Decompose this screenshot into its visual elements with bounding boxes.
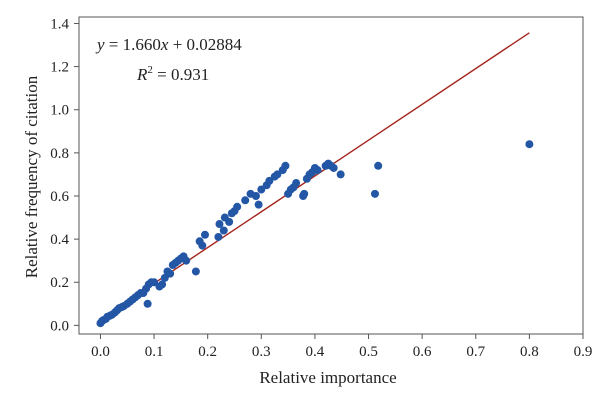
y-tick-label: 0.6	[50, 189, 69, 205]
y-tick-label: 1.2	[50, 60, 69, 76]
x-tick-label: 0.1	[145, 344, 164, 360]
equation-slope: = 1.660	[105, 35, 161, 54]
y-tick-label: 1.0	[50, 103, 69, 119]
data-point	[292, 179, 301, 188]
equation-annotation: y = 1.660x + 0.02884	[95, 35, 242, 54]
data-point	[215, 220, 224, 229]
data-point	[251, 191, 260, 200]
data-point	[257, 185, 266, 194]
r-squared-value: = 0.931	[153, 65, 209, 84]
data-point	[254, 200, 263, 209]
data-point	[300, 189, 309, 198]
data-point	[313, 166, 322, 175]
y-tick-label: 0.0	[50, 318, 69, 334]
x-tick-label: 0.5	[359, 344, 378, 360]
x-tick-label: 0.0	[91, 344, 110, 360]
data-point	[150, 278, 159, 287]
equation-intercept: + 0.02884	[168, 35, 242, 54]
y-tick-label: 0.8	[50, 146, 69, 162]
data-point	[265, 176, 274, 185]
y-tick-label: 0.2	[50, 275, 69, 291]
data-point	[214, 232, 223, 241]
x-tick-label: 0.3	[252, 344, 271, 360]
y-tick-label: 1.4	[50, 16, 69, 32]
r-squared-exponent: 2	[147, 64, 153, 76]
data-point	[182, 256, 191, 265]
data-point	[525, 140, 534, 149]
plot-frame	[78, 16, 584, 335]
y-axis-label: Relative frequency of citation	[22, 75, 41, 278]
data-point	[329, 163, 338, 172]
equation-y: y	[95, 35, 105, 54]
data-point	[143, 299, 152, 308]
data-points	[96, 140, 534, 328]
data-point	[370, 189, 379, 198]
data-point	[201, 230, 209, 239]
data-point	[166, 269, 175, 278]
data-point	[191, 267, 200, 276]
data-point	[241, 196, 250, 205]
equation-x: x	[160, 35, 169, 54]
data-point	[281, 161, 290, 170]
x-axis-ticks: 0.0 0.1 0.2 0.3 0.4 0.5 0.6 0.7 0.8 0.9	[91, 334, 592, 360]
x-tick-label: 0.4	[306, 344, 325, 360]
x-axis-label: Relative importance	[259, 368, 396, 387]
data-point	[273, 170, 282, 179]
x-tick-label: 0.8	[520, 344, 539, 360]
x-tick-label: 0.2	[198, 344, 217, 360]
data-point	[336, 170, 345, 179]
data-point	[198, 241, 207, 250]
data-point	[225, 217, 234, 226]
data-point	[160, 273, 169, 282]
x-tick-label: 0.7	[466, 344, 485, 360]
x-tick-label: 0.9	[574, 344, 593, 360]
x-tick-label: 0.6	[413, 344, 432, 360]
y-tick-label: 0.4	[50, 232, 69, 248]
data-point	[219, 226, 228, 235]
data-point	[158, 280, 167, 289]
data-point	[374, 161, 383, 170]
r-squared-annotation: R2 = 0.931	[136, 64, 209, 84]
data-point	[233, 202, 242, 211]
y-axis-ticks: 0.0 0.2 0.4 0.6 0.8 1.0 1.2 1.4	[50, 16, 79, 334]
r-squared-symbol: R	[136, 65, 148, 84]
